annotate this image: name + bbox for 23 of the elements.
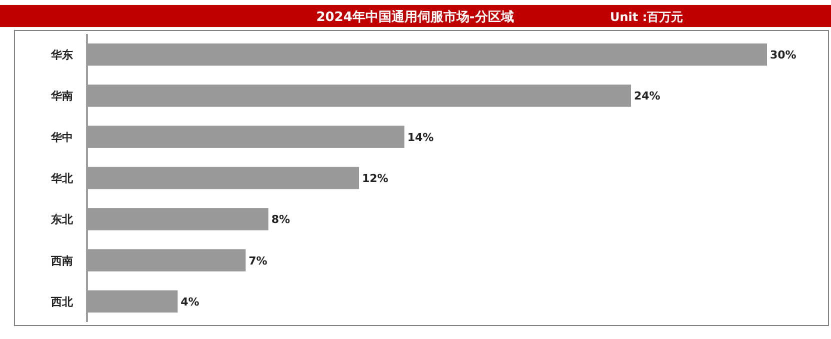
y-tick-label: 东北 <box>50 213 74 226</box>
bar <box>87 249 246 272</box>
data-label: 4% <box>180 295 200 308</box>
bar <box>87 166 359 190</box>
data-label: 14% <box>407 130 434 144</box>
chart-title: 2024年中国通用伺服市场-分区域 <box>316 9 514 25</box>
bar <box>87 84 631 107</box>
data-label: 7% <box>248 254 268 268</box>
y-tick-label: 华中 <box>50 130 73 144</box>
data-label: 24% <box>634 90 660 103</box>
y-tick-label: 华南 <box>50 90 73 103</box>
data-label: 12% <box>362 172 388 185</box>
data-label: 8% <box>271 213 290 226</box>
data-label: 30% <box>770 48 796 62</box>
y-tick-label: 华北 <box>50 172 74 185</box>
bar <box>87 43 767 66</box>
bar <box>87 208 268 230</box>
y-tick-label: 西南 <box>50 254 73 268</box>
y-tick-label: 华东 <box>50 48 73 62</box>
bar <box>87 290 178 313</box>
y-tick-label: 西北 <box>50 295 74 308</box>
text: Unit :百万元 <box>610 10 684 24</box>
bar <box>87 126 404 148</box>
